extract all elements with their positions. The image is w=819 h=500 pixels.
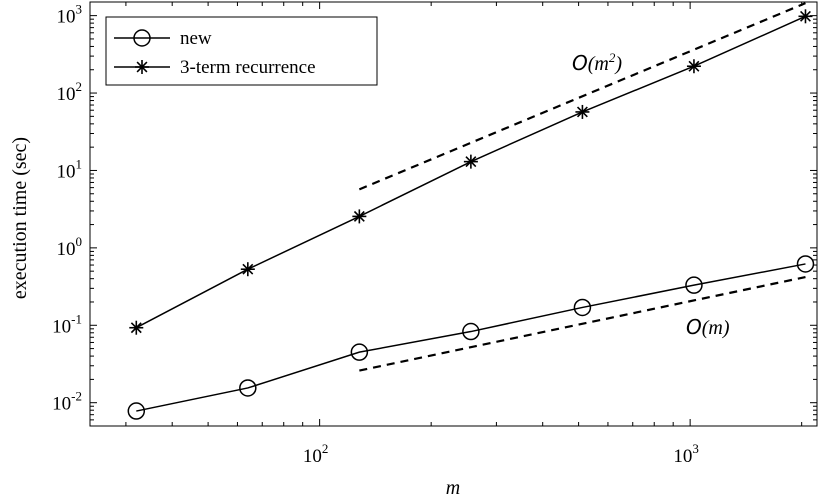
asterisk-stroke	[136, 61, 148, 73]
y-axis-label: execution time (sec)	[9, 137, 31, 299]
circle-marker	[685, 276, 703, 294]
x-axis-label: m	[446, 477, 460, 499]
legend-label: 3-term recurrence	[180, 57, 316, 78]
asterisk-stroke	[800, 10, 811, 22]
asterisk-stroke	[465, 156, 477, 168]
axes: 102 103 10-2 10-1 100 101 102 103	[52, 1, 818, 467]
asterisk-stroke	[130, 322, 142, 334]
asterisk-marker	[575, 104, 590, 119]
plot-frame	[89, 1, 818, 427]
y-tick-label: 101	[57, 156, 83, 182]
asterisk-stroke	[353, 210, 365, 222]
legend-box	[105, 16, 378, 86]
asterisk-marker	[463, 154, 478, 169]
series-circle	[127, 255, 815, 420]
y-tick-label: 10-1	[52, 311, 82, 337]
reference-line	[358, 2, 806, 191]
circle-marker	[133, 29, 151, 47]
x-tick-label: 102	[303, 441, 329, 467]
asterisk-stroke	[576, 106, 588, 118]
asterisk-marker	[686, 59, 701, 74]
series-asterisk	[129, 9, 813, 335]
reference-line-label: O(m)	[686, 315, 730, 339]
reference-lines: O(m2) O(m)	[358, 2, 806, 372]
circle-marker	[127, 402, 146, 420]
y-tick-label: 102	[57, 79, 83, 105]
asterisk-stroke	[688, 60, 700, 72]
reference-line-label: O(m2)	[572, 50, 622, 75]
asterisk-marker	[240, 262, 255, 277]
legend-label: new	[180, 28, 212, 49]
y-tick-label: 10-2	[52, 389, 82, 415]
circle-marker	[462, 322, 480, 341]
asterisk-marker	[798, 9, 813, 24]
y-tick-label: 103	[57, 2, 83, 28]
legend: new 3-term recurrence	[105, 16, 378, 86]
asterisk-marker	[352, 209, 367, 224]
circle-marker	[796, 255, 815, 273]
y-tick-label: 100	[57, 234, 83, 260]
reference-line	[359, 275, 806, 372]
circle-marker	[350, 343, 369, 361]
data-series	[127, 9, 815, 420]
circle-marker	[573, 298, 592, 317]
circle-marker	[239, 379, 257, 397]
asterisk-marker	[129, 320, 144, 335]
asterisk-marker	[135, 60, 149, 74]
series-line	[136, 263, 806, 412]
asterisk-stroke	[242, 263, 254, 275]
x-tick-label: 103	[673, 441, 699, 467]
